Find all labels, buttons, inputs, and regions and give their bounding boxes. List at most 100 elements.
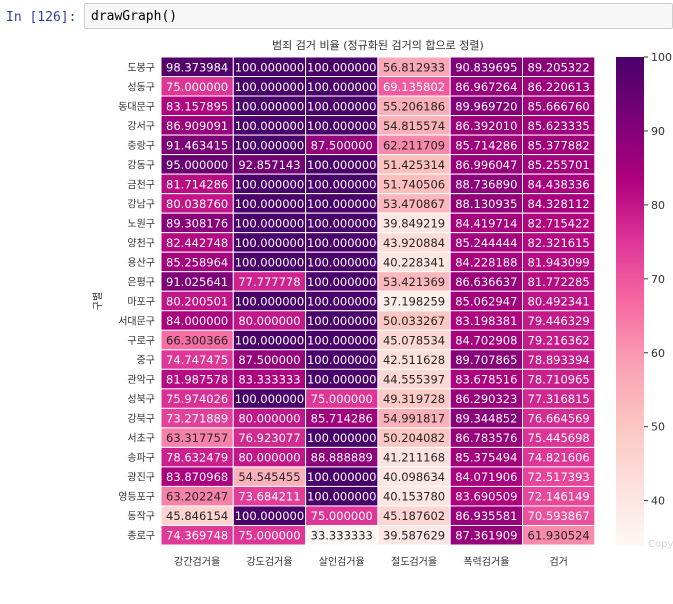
cell-value-label: 100.000000 — [307, 60, 377, 74]
row-label: 노원구 — [127, 218, 155, 230]
cell-value-label: 100.000000 — [235, 255, 305, 269]
cell-value-label: 55.206186 — [383, 99, 445, 113]
row-label: 광진구 — [127, 472, 155, 484]
cell-value-label: 100.000000 — [307, 373, 377, 387]
colorbar-tick-label: 50 — [651, 421, 665, 434]
colorbar-tick-label: 100 — [651, 51, 672, 64]
cell-value-label: 53.421369 — [383, 275, 445, 289]
cell-value-label: 74.821606 — [528, 451, 590, 465]
cell-value-label: 100.000000 — [307, 99, 377, 113]
cell-value-label: 81.714286 — [166, 177, 228, 191]
cell-value-label: 51.740506 — [383, 177, 445, 191]
row-label: 성북구 — [127, 394, 155, 406]
cell-value-label: 91.025641 — [166, 275, 228, 289]
code-input[interactable]: drawGraph() — [84, 3, 673, 29]
cell-value-label: 100.000000 — [307, 216, 377, 230]
cell-value-label: 41.211168 — [383, 451, 445, 465]
cell-value-label: 89.205322 — [528, 60, 590, 74]
cell-value-label: 37.198259 — [383, 295, 445, 309]
cell-value-label: 83.333333 — [238, 373, 300, 387]
column-label: 절도검거율 — [391, 555, 437, 568]
cell-value-label: 49.319728 — [383, 392, 445, 406]
cell-value-label: 100.000000 — [307, 80, 377, 94]
heatmap-chart: 범죄 검거 비율 (정규화된 검거의 합으로 정렬) 구별 98.373984 1… — [92, 39, 673, 568]
colorbar-ticks: 40 50 60 70 80 90 100 — [644, 51, 672, 508]
colorbar-tick-label: 40 — [651, 495, 665, 508]
cell-value-label: 98.373984 — [166, 60, 228, 74]
cell-value-label: 89.308176 — [166, 216, 228, 230]
cell-value-label: 89.969720 — [455, 99, 517, 113]
colorbar — [616, 57, 644, 545]
cell-value-label: 88.130935 — [455, 197, 517, 211]
cell-value-label: 85.666760 — [528, 99, 590, 113]
cell-value-label: 63.202247 — [166, 490, 228, 504]
cell-value-label: 100.000000 — [307, 295, 377, 309]
cell-value-label: 86.290323 — [455, 392, 517, 406]
cell-value-label: 75.000000 — [311, 509, 373, 523]
cell-value-label: 83.870968 — [166, 470, 228, 484]
cell-value-label: 88.888889 — [311, 451, 373, 465]
row-label: 관악구 — [127, 374, 155, 386]
cell-value-label: 85.375494 — [455, 451, 517, 465]
cell-value-label: 39.849219 — [383, 216, 445, 230]
row-label: 종로구 — [127, 530, 155, 542]
cell-value-label: 100.000000 — [307, 334, 377, 348]
cell-value-label: 100.000000 — [235, 236, 305, 250]
cell-value-label: 92.857143 — [238, 158, 300, 172]
cell-value-label: 80.000000 — [238, 412, 300, 426]
cell-value-label: 40.098634 — [383, 470, 445, 484]
cell-value-label: 62.211709 — [383, 138, 445, 152]
cell-value-label: 86.996047 — [455, 158, 517, 172]
cell-value-label: 85.258964 — [166, 255, 228, 269]
cell-value-label: 100.000000 — [235, 295, 305, 309]
cell-value-label: 95.000000 — [166, 158, 228, 172]
cell-value-label: 86.909091 — [166, 119, 228, 133]
cell-value-label: 80.000000 — [238, 451, 300, 465]
column-label: 강도검거율 — [246, 556, 292, 568]
cell-value-label: 40.153780 — [383, 490, 445, 504]
cell-value-label: 84.228188 — [455, 255, 517, 269]
cell-value-label: 83.678516 — [455, 373, 517, 387]
cell-value-label: 100.000000 — [235, 216, 305, 230]
cell-value-label: 83.198381 — [455, 314, 517, 328]
cell-value-label: 74.747475 — [166, 353, 228, 367]
column-label: 살인검거율 — [319, 556, 365, 568]
cell-value-label: 63.317757 — [166, 431, 228, 445]
cell-value-label: 82.321615 — [528, 236, 590, 250]
cell-value-label: 53.470867 — [383, 197, 445, 211]
chart-title: 범죄 검거 비율 (정규화된 검거의 합으로 정렬) — [272, 39, 484, 52]
cell-value-label: 39.587629 — [383, 529, 445, 543]
cell-value-label: 100.000000 — [307, 177, 377, 191]
cell-value-label: 45.846154 — [166, 509, 228, 523]
cell-value-label: 84.419714 — [455, 216, 517, 230]
row-labels: 도봉구성동구동대문구강서구중랑구강동구금천구강남구노원구양천구용산구은평구마포구… — [118, 62, 155, 542]
heatmap-cells: 98.373984 100.000000 100.000000 56.812933 90… — [160, 56, 596, 546]
cell-value-label: 61.930524 — [528, 529, 590, 543]
row-label: 구로구 — [127, 336, 155, 347]
cell-value-label: 100.000000 — [307, 470, 377, 484]
cell-prompt: In [126]: — [6, 10, 77, 25]
cell-value-label: 85.255701 — [528, 158, 590, 172]
cell-value-label: 100.000000 — [307, 490, 377, 504]
cell-value-label: 54.815574 — [383, 119, 445, 133]
colorbar-tick-label: 60 — [651, 347, 665, 360]
row-label: 도봉구 — [127, 62, 155, 74]
cell-value-label: 83.690509 — [455, 490, 517, 504]
cell-value-label: 85.623335 — [528, 119, 590, 133]
cell-value-label: 86.935581 — [455, 509, 517, 523]
row-label: 마포구 — [127, 296, 155, 308]
row-label: 서대문구 — [118, 316, 155, 328]
row-label: 서초구 — [127, 433, 155, 445]
cell-value-label: 79.216362 — [528, 334, 590, 348]
cell-value-label: 89.707865 — [455, 353, 517, 367]
cell-value-label: 72.146149 — [528, 490, 590, 504]
cell-value-label: 33.333333 — [311, 529, 373, 543]
cell-value-label: 84.071906 — [455, 470, 517, 484]
cell-value-label: 78.632479 — [166, 451, 228, 465]
cell-value-label: 83.157895 — [166, 99, 228, 113]
cell-value-label: 84.702908 — [455, 334, 517, 348]
cell-value-label: 100.000000 — [307, 158, 377, 172]
cell-value-label: 78.893394 — [528, 353, 590, 367]
cell-value-label: 100.000000 — [235, 99, 305, 113]
cell-value-label: 75.000000 — [238, 529, 300, 543]
